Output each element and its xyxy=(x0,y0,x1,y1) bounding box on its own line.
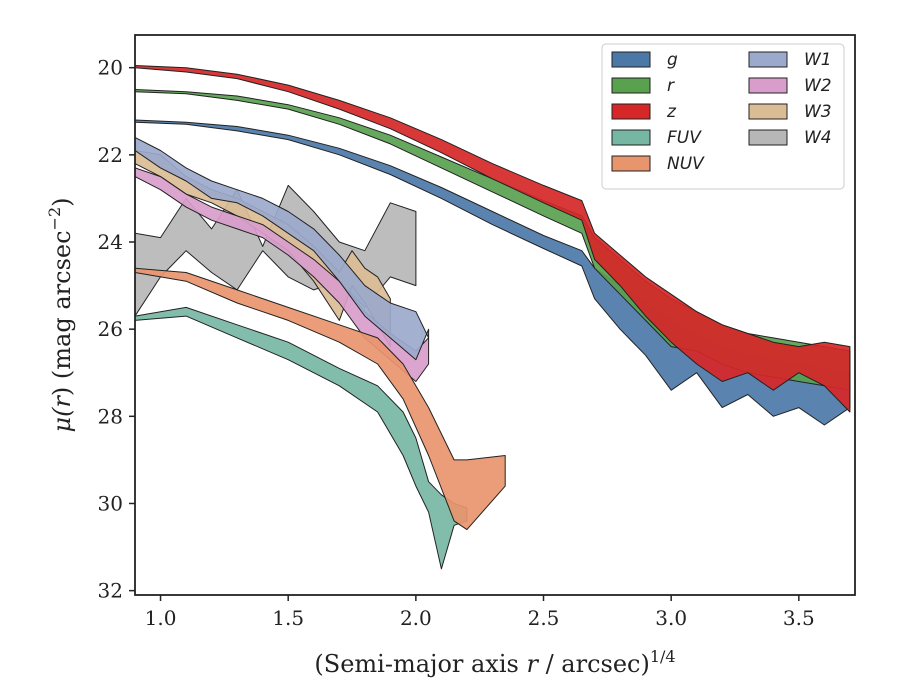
y-axis-title: μ(r) (mag arcsec−2) xyxy=(45,197,76,432)
series-band-nuv xyxy=(135,267,506,531)
legend-swatch-g xyxy=(611,51,651,68)
legend-label-w4: W4 xyxy=(804,128,832,148)
legend-swatch-fuv xyxy=(611,129,651,146)
y-tick-label: 24 xyxy=(98,230,123,254)
y-tick-label: 32 xyxy=(98,579,123,603)
x-tick-label: 3.5 xyxy=(783,606,815,630)
x-tick-label: 1.5 xyxy=(272,606,304,630)
legend-label-g: g xyxy=(667,50,678,70)
x-tick-label: 2.5 xyxy=(528,606,560,630)
series-areas xyxy=(135,65,851,570)
x-axis-title: (Semi-major axis r / arcsec)1/4 xyxy=(314,647,675,678)
legend-swatch-nuv xyxy=(611,155,651,172)
legend-label-w1: W1 xyxy=(804,50,832,70)
y-axis: 20 22 24 26 28 30 32 xyxy=(98,56,135,603)
legend-swatch-r xyxy=(611,77,651,94)
legend-swatch-w3 xyxy=(748,103,788,120)
legend-label-z: z xyxy=(666,102,677,122)
legend-label-nuv: NUV xyxy=(667,154,705,174)
y-tick-label: 26 xyxy=(98,317,123,341)
plot-frame xyxy=(134,34,856,596)
x-tick-label: 1.0 xyxy=(145,606,177,630)
legend-swatch-w4 xyxy=(748,129,788,146)
legend: grz FUV NUV W1 W2 W3 W4 xyxy=(601,43,845,190)
x-tick-label: 2.0 xyxy=(400,606,432,630)
series-band-z xyxy=(135,65,851,413)
legend-label-w3: W3 xyxy=(804,102,832,122)
legend-swatch-w1 xyxy=(748,51,788,68)
y-tick-label: 20 xyxy=(98,56,123,80)
x-axis: 1.0 1.5 2.0 2.5 3.0 3.5 xyxy=(145,595,815,630)
series-band-w1 xyxy=(135,136,430,361)
legend-label-r: r xyxy=(667,76,675,96)
legend-label-fuv: FUV xyxy=(667,128,702,148)
legend-swatch-z xyxy=(611,103,651,120)
x-tick-label: 3.0 xyxy=(655,606,687,630)
legend-swatch-w2 xyxy=(748,77,788,94)
y-tick-label: 30 xyxy=(98,491,123,515)
y-tick-label: 22 xyxy=(98,143,123,167)
legend-label-w2: W2 xyxy=(804,76,832,96)
y-tick-label: 28 xyxy=(98,404,123,428)
